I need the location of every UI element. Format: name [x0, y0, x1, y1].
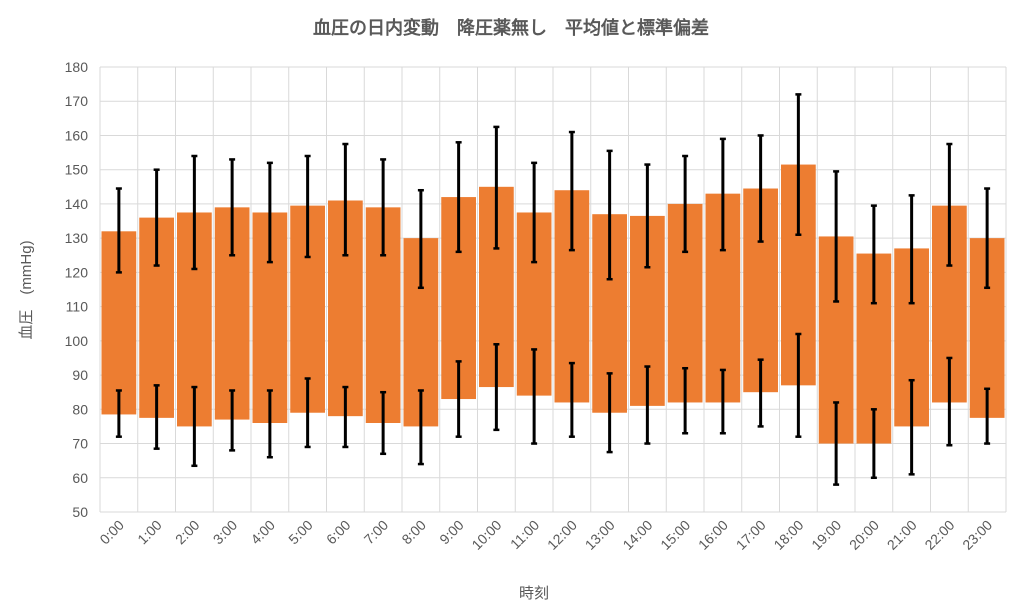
y-tick-label: 170 — [65, 93, 89, 109]
x-axis-label: 時刻 — [519, 585, 549, 602]
error-bar — [682, 154, 689, 254]
y-tick-label: 130 — [65, 230, 89, 246]
error-bar — [380, 390, 387, 456]
chart-title: 血圧の日内変動 降圧薬無し 平均値と標準偏差 — [313, 17, 709, 38]
error-bar — [908, 378, 915, 476]
error-bar — [304, 377, 311, 449]
error-bar — [606, 372, 613, 454]
error-bar — [531, 161, 538, 264]
error-bar — [795, 332, 802, 438]
error-bar — [380, 158, 387, 257]
error-bar — [191, 154, 198, 271]
error-bar — [266, 161, 273, 264]
y-tick-label: 140 — [65, 196, 89, 212]
y-tick-label: 120 — [65, 264, 89, 280]
error-bar — [757, 134, 764, 243]
y-tick-label: 180 — [65, 59, 89, 75]
error-bar — [493, 125, 500, 250]
error-bar — [719, 137, 726, 252]
error-bar — [153, 384, 160, 450]
error-bar — [946, 356, 953, 447]
error-bar — [455, 360, 462, 438]
error-bar — [115, 389, 122, 438]
error-bar — [644, 365, 651, 445]
error-bar — [304, 154, 311, 259]
y-axis-label: 血圧 (mmHg) — [18, 240, 35, 339]
y-tick-label: 90 — [72, 367, 88, 383]
error-bar — [455, 141, 462, 254]
error-bar — [719, 368, 726, 435]
y-tick-label: 50 — [72, 504, 88, 520]
error-bar — [870, 408, 877, 480]
gridlines — [99, 66, 1007, 513]
error-bar — [229, 389, 236, 452]
error-bar — [984, 187, 991, 290]
error-bar — [417, 188, 424, 290]
error-bar — [229, 158, 236, 257]
error-bar — [417, 389, 424, 466]
error-bar — [908, 194, 915, 305]
y-axis-ticks: 50 60 70 80 90 100 110 120 130 140 150 160 170 180 — [65, 59, 89, 520]
y-tick-label: 160 — [65, 127, 89, 143]
error-bar — [493, 343, 500, 432]
error-bar — [946, 142, 953, 267]
error-bar — [833, 170, 840, 303]
error-bar — [644, 163, 651, 269]
y-tick-label: 100 — [65, 333, 89, 349]
y-tick-label: 70 — [72, 436, 88, 452]
error-bars — [115, 93, 991, 486]
error-bar — [984, 387, 991, 445]
error-bar — [568, 130, 575, 252]
y-tick-label: 110 — [66, 299, 89, 315]
error-bar — [153, 168, 160, 267]
error-bar — [606, 149, 613, 281]
error-bar — [191, 385, 198, 468]
error-bar — [870, 204, 877, 305]
error-bar — [531, 348, 538, 445]
error-bar — [342, 142, 349, 257]
error-bar — [568, 361, 575, 438]
error-bar — [682, 366, 689, 435]
y-tick-label: 80 — [72, 401, 88, 417]
y-tick-label: 150 — [65, 162, 89, 178]
error-bar — [833, 401, 840, 486]
error-bar — [757, 358, 764, 428]
error-bar — [795, 93, 802, 236]
error-bar — [266, 389, 273, 459]
error-bar — [115, 187, 122, 274]
error-bar — [342, 385, 349, 449]
y-tick-label: 60 — [72, 470, 88, 486]
